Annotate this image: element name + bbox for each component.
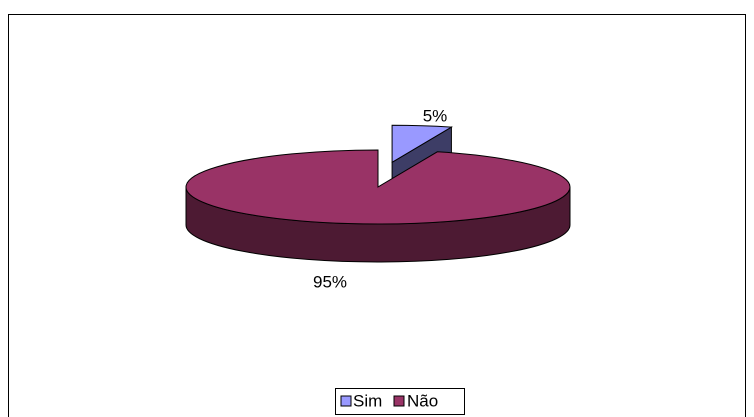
data-label: 5%: [423, 106, 448, 125]
slice-top: [185, 149, 571, 225]
legend-label: Não: [407, 391, 438, 410]
legend-swatch: [340, 395, 352, 407]
pie-slice: [185, 149, 571, 263]
legend-label: Sim: [353, 391, 382, 410]
legend-swatch: [393, 395, 405, 407]
data-label: 95%: [313, 272, 347, 291]
slice-top: [391, 124, 454, 164]
